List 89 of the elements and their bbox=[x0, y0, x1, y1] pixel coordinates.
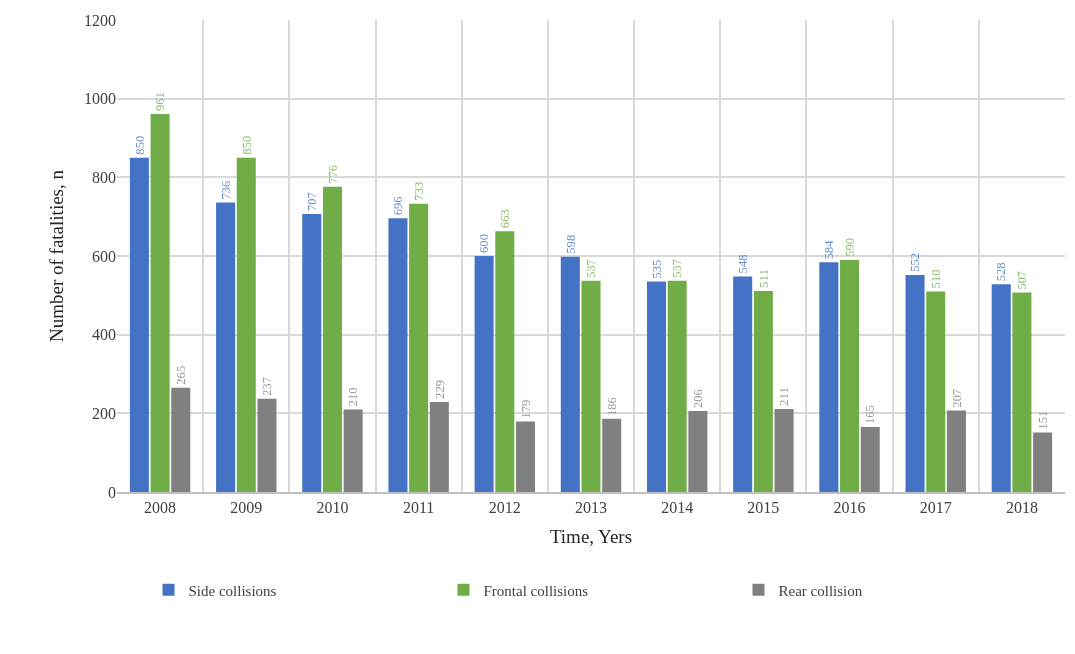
data-label: 707 bbox=[304, 192, 319, 211]
x-tick-label: 2015 bbox=[747, 498, 780, 516]
bar bbox=[257, 398, 277, 492]
x-tick-label: 2008 bbox=[144, 498, 177, 516]
y-tick-label: 200 bbox=[92, 404, 116, 422]
bar bbox=[322, 186, 342, 492]
bar bbox=[150, 114, 170, 492]
data-label: 736 bbox=[218, 180, 233, 200]
data-label: 535 bbox=[649, 259, 664, 279]
data-label: 961 bbox=[153, 91, 168, 111]
legend-label: Frontal collisions bbox=[483, 582, 589, 599]
data-label: 165 bbox=[863, 405, 878, 425]
data-label: 696 bbox=[391, 196, 406, 216]
bar bbox=[1033, 432, 1053, 492]
bar bbox=[905, 274, 925, 492]
bar bbox=[302, 213, 322, 492]
data-label: 511 bbox=[755, 268, 771, 289]
x-tick-label: 2016 bbox=[833, 498, 866, 516]
bar bbox=[474, 256, 494, 492]
legend-label: Side collisions bbox=[188, 582, 277, 599]
x-tick-label: 2014 bbox=[661, 498, 694, 516]
bar bbox=[819, 262, 839, 492]
x-tick-label: 2009 bbox=[230, 498, 263, 516]
bar bbox=[409, 203, 429, 492]
bar bbox=[581, 280, 601, 492]
bar bbox=[688, 410, 708, 492]
data-label: 151 bbox=[1035, 410, 1050, 430]
data-label: 537 bbox=[670, 259, 685, 278]
bar bbox=[733, 276, 753, 492]
bar bbox=[343, 409, 363, 492]
bar bbox=[515, 421, 536, 492]
bar bbox=[926, 291, 946, 492]
bar bbox=[171, 387, 191, 492]
x-axis-title: Time, Yers bbox=[549, 526, 633, 548]
data-label: 211 bbox=[776, 386, 792, 407]
y-tick-label: 1200 bbox=[84, 11, 116, 29]
data-label: 528 bbox=[994, 262, 1009, 282]
data-label: 210 bbox=[346, 387, 361, 407]
y-axis-title: Number of fatalities, n bbox=[45, 169, 67, 343]
x-tick-label: 2017 bbox=[919, 498, 952, 516]
data-label: 206 bbox=[691, 389, 705, 408]
bar bbox=[129, 157, 149, 492]
bar bbox=[560, 256, 580, 492]
bar bbox=[1012, 292, 1032, 492]
data-label: 237 bbox=[260, 377, 275, 396]
data-label: 537 bbox=[584, 259, 599, 278]
data-label: 850 bbox=[239, 135, 254, 155]
data-label: 229 bbox=[432, 379, 447, 399]
data-label: 510 bbox=[928, 269, 943, 289]
data-label: 207 bbox=[949, 388, 964, 408]
x-tick-label: 2010 bbox=[316, 498, 349, 516]
bar bbox=[236, 157, 256, 492]
data-label: 776 bbox=[325, 165, 340, 184]
y-tick-label: 800 bbox=[92, 168, 116, 186]
x-tick-label: 2018 bbox=[1005, 498, 1038, 516]
data-label: 598 bbox=[563, 234, 578, 254]
data-label: 548 bbox=[735, 254, 750, 274]
x-tick-label: 2011 bbox=[402, 498, 435, 516]
bar bbox=[840, 259, 860, 492]
bar bbox=[860, 427, 880, 492]
bar bbox=[429, 401, 449, 492]
bar bbox=[646, 281, 667, 492]
bar bbox=[946, 410, 966, 492]
data-label: 265 bbox=[174, 365, 188, 385]
bar bbox=[495, 231, 515, 492]
data-label: 186 bbox=[604, 397, 619, 416]
x-tick-label: 2012 bbox=[488, 498, 521, 516]
data-label: 600 bbox=[477, 233, 492, 253]
bar bbox=[216, 202, 236, 492]
bar bbox=[991, 284, 1011, 492]
bar bbox=[602, 418, 622, 492]
y-tick-label: 0 bbox=[108, 483, 116, 501]
y-tick-label: 400 bbox=[92, 326, 116, 344]
data-label: 179 bbox=[518, 399, 533, 419]
bar bbox=[774, 409, 794, 492]
data-label: 733 bbox=[411, 181, 426, 201]
data-label: 584 bbox=[822, 239, 836, 260]
data-label: 850 bbox=[132, 135, 147, 155]
data-label: 507 bbox=[1015, 270, 1030, 290]
bar bbox=[388, 218, 408, 492]
y-tick-label: 600 bbox=[92, 247, 116, 265]
bar bbox=[667, 280, 687, 492]
data-label: 590 bbox=[842, 237, 857, 257]
data-label: 552 bbox=[908, 252, 923, 272]
bar bbox=[753, 291, 773, 492]
x-tick-label: 2013 bbox=[575, 498, 607, 516]
legend-label: Rear collision bbox=[778, 582, 863, 599]
y-tick-label: 1000 bbox=[84, 90, 116, 108]
data-label: 663 bbox=[498, 209, 513, 229]
